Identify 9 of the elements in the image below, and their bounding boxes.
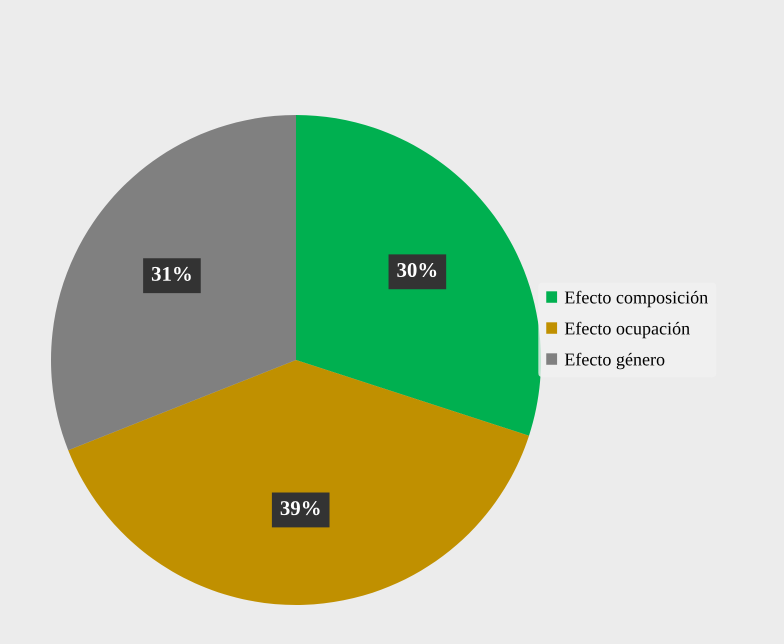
data-label: 31% (152, 266, 191, 281)
data-label: 30% (397, 262, 436, 278)
legend-label: Efecto género (564, 352, 664, 370)
pie-slice (296, 115, 541, 436)
legend-label: Efecto composición (564, 290, 708, 308)
legend-label: Efecto ocupación (564, 322, 690, 338)
pie-slice (51, 115, 296, 450)
data-label: 39% (280, 501, 320, 516)
pie-slice (68, 360, 530, 605)
